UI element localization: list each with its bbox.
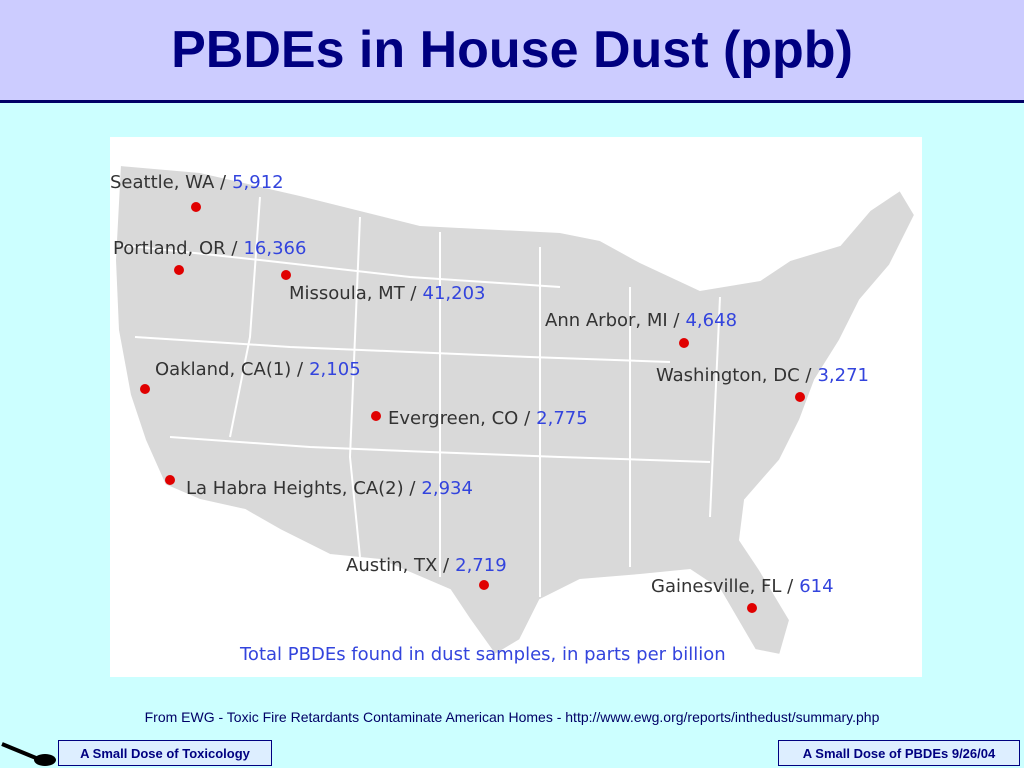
- slide-title: PBDEs in House Dust (ppb): [171, 21, 853, 79]
- city-value: 16,366: [243, 238, 306, 259]
- city-dot: [479, 580, 489, 590]
- city-value: 2,775: [536, 408, 588, 429]
- city-value: 614: [799, 576, 833, 597]
- city-label: Oakland, CA(1) /2,105: [155, 359, 361, 380]
- footer-left: A Small Dose of Toxicology: [58, 740, 272, 766]
- city-label: Washington, DC /3,271: [656, 365, 869, 386]
- city-label: Portland, OR /16,366: [113, 238, 306, 259]
- state-borders: [119, 196, 721, 597]
- city-dot: [140, 384, 150, 394]
- city-value: 2,934: [421, 478, 473, 499]
- map: Seattle, WA /5,912 Portland, OR /16,366 Mi…: [110, 137, 922, 677]
- city-value: 5,912: [232, 172, 284, 193]
- header: PBDEs in House Dust (ppb): [0, 0, 1024, 103]
- city-value: 2,105: [309, 359, 361, 380]
- city-value: 4,648: [685, 310, 737, 331]
- city-name: La Habra Heights, CA(2) /: [186, 478, 416, 499]
- city-name: Gainesville, FL /: [651, 576, 794, 597]
- city-name: Oakland, CA(1) /: [155, 359, 304, 380]
- city-dot: [174, 265, 184, 275]
- city-label: Gainesville, FL /614: [651, 576, 834, 597]
- city-dot: [165, 475, 175, 485]
- city-name: Washington, DC /: [656, 365, 812, 386]
- city-value: 41,203: [423, 283, 486, 304]
- city-label: La Habra Heights, CA(2) /2,934: [186, 478, 473, 499]
- map-caption: Total PBDEs found in dust samples, in pa…: [239, 644, 726, 665]
- city-name: Missoula, MT /: [289, 283, 417, 304]
- city-name: Portland, OR /: [113, 238, 238, 259]
- source-note: From EWG - Toxic Fire Retardants Contami…: [144, 709, 880, 725]
- city-name: Ann Arbor, MI /: [545, 310, 680, 331]
- footer-right: A Small Dose of PBDEs 9/26/04: [778, 740, 1020, 766]
- city-label: Ann Arbor, MI /4,648: [545, 310, 737, 331]
- city-value: 2,719: [455, 555, 507, 576]
- spoon-icon: [1, 742, 56, 766]
- city-label: Missoula, MT / 41,203: [289, 283, 485, 304]
- city-dot: [191, 202, 201, 212]
- city-value: 3,271: [817, 365, 869, 386]
- city-dot: [679, 338, 689, 348]
- city-name: Evergreen, CO /: [388, 408, 531, 429]
- city-dot: [281, 270, 291, 280]
- city-label: Evergreen, CO /2,775: [388, 408, 588, 429]
- city-dot: [371, 411, 381, 421]
- city-label: Seattle, WA /5,912: [110, 172, 284, 193]
- city-dot: [795, 392, 805, 402]
- cities: Seattle, WA /5,912 Portland, OR /16,366 Mi…: [110, 172, 869, 613]
- city-name: Austin, TX /: [346, 555, 450, 576]
- city-dot: [747, 603, 757, 613]
- us-outline: [113, 163, 917, 657]
- city-label: Austin, TX /2,719: [346, 555, 507, 576]
- city-name: Seattle, WA /: [110, 172, 227, 193]
